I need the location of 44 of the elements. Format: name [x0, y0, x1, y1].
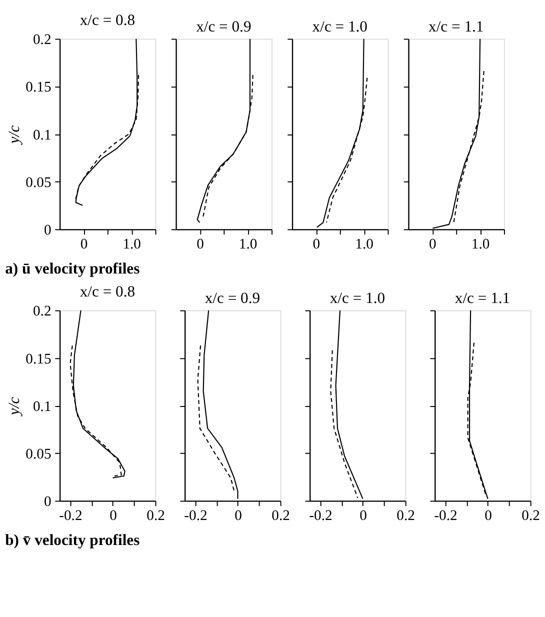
x-tick-label: 1.0 — [122, 236, 142, 252]
y-tick-label: 0.15 — [26, 351, 52, 368]
x-tick-label: 0.2 — [272, 508, 290, 524]
x-tick-label: -0.2 — [434, 508, 458, 524]
x-tick-label: 0.2 — [146, 508, 165, 524]
x-tick-label: 1.0 — [355, 236, 374, 252]
x-tick-label: 0 — [196, 236, 204, 252]
x-tick-label: 0.2 — [522, 508, 540, 524]
chart-title: x/c = 0.8 — [80, 284, 136, 301]
x-tick-label: 0 — [80, 236, 88, 252]
line-series — [75, 38, 138, 206]
y-tick-label: 0.1 — [32, 398, 52, 415]
x-tick-label: 0 — [429, 236, 436, 252]
x-tick-label: 1.0 — [238, 236, 258, 252]
y-axis-title: y/c — [6, 125, 23, 146]
chart-title: x/c = 1.1 — [454, 290, 510, 307]
text: a) ū velocity profiles — [5, 260, 140, 278]
x-tick-label: -0.2 — [309, 508, 332, 524]
x-tick-label: -0.2 — [184, 508, 208, 524]
x-tick-label: -0.2 — [59, 508, 82, 524]
chart-title: x/c = 0.9 — [196, 18, 252, 36]
text: b) v̄ velocity profiles — [5, 532, 140, 550]
x-tick-label: 1.0 — [471, 236, 490, 252]
chart-title: x/c = 1.0 — [312, 18, 368, 36]
x-tick-label: 0 — [234, 508, 242, 524]
chart-title: x/c = 1.1 — [428, 18, 484, 36]
y-tick-label: 0.15 — [26, 80, 52, 96]
y-axis-title: y/c — [6, 396, 23, 418]
y-tick-label: 0 — [44, 494, 52, 510]
chart-title: x/c = 1.0 — [330, 290, 386, 307]
x-tick-label: 0.2 — [396, 508, 415, 524]
chart-title: x/c = 0.8 — [80, 12, 136, 30]
x-tick-label: 0 — [484, 508, 492, 524]
line-series — [72, 310, 126, 478]
y-tick-label: 0.1 — [32, 127, 52, 144]
x-tick-label: 0 — [360, 508, 367, 524]
y-tick-label: 0.2 — [32, 304, 52, 320]
x-tick-label: 0 — [110, 508, 117, 524]
y-tick-label: 0.2 — [32, 32, 52, 48]
y-tick-label: 0 — [44, 222, 52, 239]
y-tick-label: 0.05 — [26, 446, 52, 462]
y-tick-label: 0.05 — [26, 174, 52, 191]
chart-title: x/c = 0.9 — [204, 290, 260, 307]
x-tick-label: 0 — [312, 236, 320, 252]
